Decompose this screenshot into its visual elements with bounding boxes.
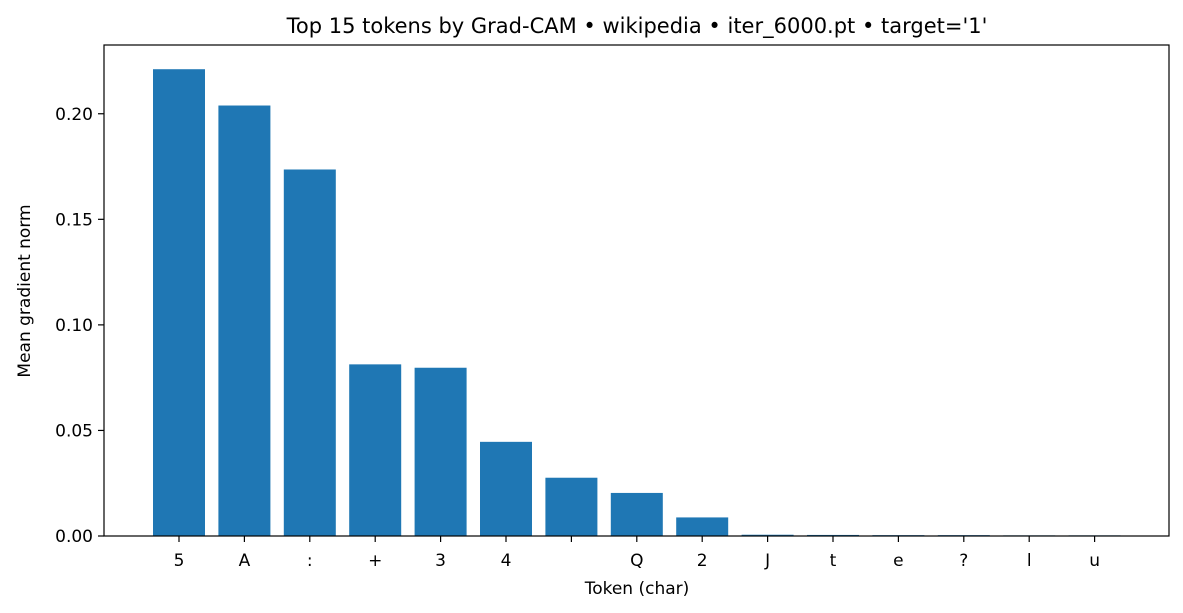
x-tick-label: 3 <box>435 551 446 571</box>
x-tick-label: 2 <box>697 551 708 571</box>
bar <box>480 441 532 536</box>
y-axis-label: Mean gradient norm <box>15 204 35 377</box>
x-tick-label: e <box>893 551 903 571</box>
y-tick-label: 0.20 <box>55 105 93 125</box>
x-tick-label: J <box>764 551 770 571</box>
x-tick-label: + <box>368 551 382 571</box>
x-tick-label: l <box>1027 551 1032 571</box>
x-tick-label: A <box>239 551 251 571</box>
x-tick-label: ? <box>959 551 968 571</box>
chart-title: Top 15 tokens by Grad-CAM • wikipedia • … <box>286 14 988 39</box>
y-axis: 0.00 0.05 0.10 0.15 0.20 <box>55 105 104 547</box>
x-axis-label: Token (char) <box>584 579 690 599</box>
bar <box>414 367 467 536</box>
bar <box>283 169 336 537</box>
x-tick-label: 5 <box>174 551 185 571</box>
x-tick-label: Q <box>630 551 643 571</box>
plot-frame <box>103 44 1170 537</box>
x-tick-label: : <box>307 551 313 571</box>
bar <box>676 517 729 536</box>
bar <box>218 105 271 537</box>
y-tick-label: 0.10 <box>55 316 93 336</box>
bar <box>545 477 598 536</box>
bars-group <box>153 69 1121 537</box>
bar <box>610 492 663 536</box>
x-tick-label: u <box>1089 551 1100 571</box>
x-tick-label: 4 <box>501 551 512 571</box>
y-tick-label: 0.15 <box>55 210 93 230</box>
bar <box>153 69 205 537</box>
x-tick-label: t <box>830 551 837 571</box>
y-tick-label: 0.00 <box>55 527 93 547</box>
bar <box>741 534 794 536</box>
y-tick-label: 0.05 <box>55 421 93 441</box>
bar <box>349 364 402 536</box>
